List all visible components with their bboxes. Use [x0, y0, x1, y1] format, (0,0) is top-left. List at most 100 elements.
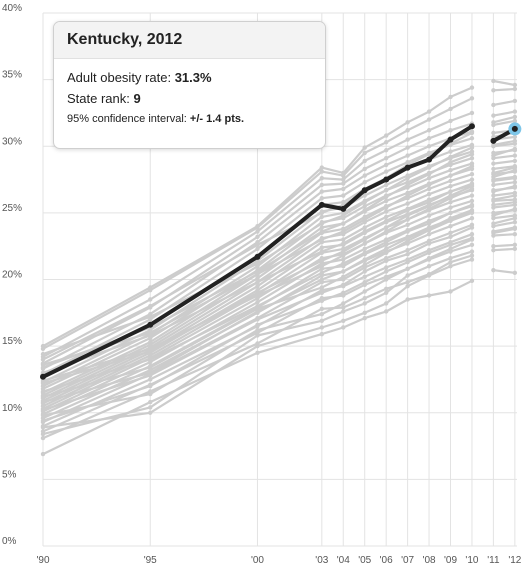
state-series-point [362, 166, 367, 172]
state-series-point [469, 186, 475, 192]
state-series-point [512, 114, 518, 120]
x-tick-label: '09 [444, 555, 457, 566]
state-series-point [448, 259, 453, 265]
state-series-point [405, 145, 410, 150]
state-series-point [319, 270, 325, 276]
tooltip-header: Kentucky, 2012 [54, 22, 325, 59]
state-series-point [426, 206, 432, 212]
state-series-point [255, 322, 260, 328]
state-series-point [383, 148, 389, 153]
state-series-point [426, 165, 432, 170]
state-series-point [448, 242, 453, 248]
state-series-point [255, 229, 260, 234]
state-series-point [362, 217, 367, 222]
highlight-series-point [404, 164, 411, 171]
state-series-point [255, 246, 260, 252]
state-series-point [341, 213, 346, 218]
state-series-point [512, 168, 518, 173]
state-series-point [341, 253, 346, 258]
state-series-point [491, 182, 496, 188]
state-series-point [448, 160, 453, 165]
state-series-point [405, 283, 410, 289]
state-series-point [469, 210, 475, 216]
state-series-point [405, 208, 410, 213]
state-series-point [319, 182, 325, 188]
state-series-point [383, 229, 389, 234]
state-series-point [405, 259, 410, 265]
state-series-point [148, 383, 153, 389]
tooltip-ci-label: 95% confidence interval: [67, 113, 187, 125]
state-series-point [491, 153, 496, 158]
state-series-point [341, 241, 346, 246]
tooltip-rate-line: Adult obesity rate: 31.3% [67, 67, 312, 88]
state-series-point [362, 295, 367, 301]
state-series-point [469, 177, 475, 182]
state-series-point [383, 218, 389, 224]
tooltip-ci-line: 95% confidence interval: +/- 1.4 pts. [67, 109, 312, 129]
y-tick-label: 40% [2, 3, 22, 14]
state-series-point [383, 140, 389, 145]
state-series-point [319, 245, 325, 250]
state-series-point [341, 301, 346, 306]
state-series-point [512, 220, 518, 225]
state-series-point [40, 425, 46, 430]
state-series-point [319, 210, 325, 216]
state-series-point [512, 216, 518, 221]
state-series-point [469, 253, 475, 258]
state-series-point [148, 297, 153, 302]
state-series-point [383, 258, 389, 264]
state-series-point [383, 309, 389, 314]
state-series-point [491, 166, 496, 172]
state-series-point [405, 266, 410, 272]
x-tick-label: '90 [36, 555, 49, 566]
state-series-point [341, 309, 346, 314]
state-series-point [255, 279, 260, 285]
state-series-point [148, 357, 153, 362]
state-series-point [319, 277, 325, 282]
y-tick-label: 5% [2, 469, 17, 480]
x-tick-label: '10 [465, 555, 478, 566]
state-series-point [491, 193, 496, 198]
state-series-point [426, 200, 432, 205]
state-series-point [448, 224, 453, 229]
state-series-point [40, 365, 46, 370]
state-series-point [469, 152, 475, 157]
state-series-point [319, 298, 325, 304]
state-series-point [341, 290, 346, 296]
state-series-point [448, 200, 453, 205]
state-series-point [512, 98, 518, 104]
state-series-point [319, 249, 325, 254]
state-series-point [426, 109, 432, 114]
state-series-point [512, 206, 518, 212]
state-series-point [255, 283, 260, 289]
x-tick-label: '05 [358, 555, 371, 566]
state-series-point [491, 120, 496, 125]
state-series-point [40, 451, 46, 457]
highlight-series-point [490, 137, 497, 144]
state-series-point [448, 184, 453, 189]
state-series-point [405, 201, 410, 206]
state-series-point [405, 247, 410, 253]
state-series-point [426, 144, 432, 149]
state-series-point [341, 318, 346, 324]
highlight-series-point [147, 321, 154, 328]
tooltip: Kentucky, 2012 Adult obesity rate: 31.3%… [53, 21, 326, 149]
state-series-point [40, 435, 46, 441]
state-series-point [40, 343, 46, 349]
highlight-series-point [447, 136, 454, 143]
state-series-point [491, 102, 496, 108]
state-series-point [448, 218, 453, 224]
state-series-point [40, 351, 46, 357]
state-series-point [512, 118, 518, 124]
state-series-point [448, 289, 453, 294]
state-series-point [469, 145, 475, 150]
state-series-point [362, 204, 367, 209]
state-series-point [362, 257, 367, 262]
state-series-point [426, 263, 432, 269]
state-series-point [40, 370, 46, 375]
state-series-point [512, 200, 518, 205]
state-series-point [148, 399, 153, 405]
y-axis-ticks: 0% 5% 10% 15% 20% 25% 30% 35% 40% [2, 3, 22, 547]
state-series-point [469, 156, 475, 161]
y-tick-label: 10% [2, 403, 22, 414]
